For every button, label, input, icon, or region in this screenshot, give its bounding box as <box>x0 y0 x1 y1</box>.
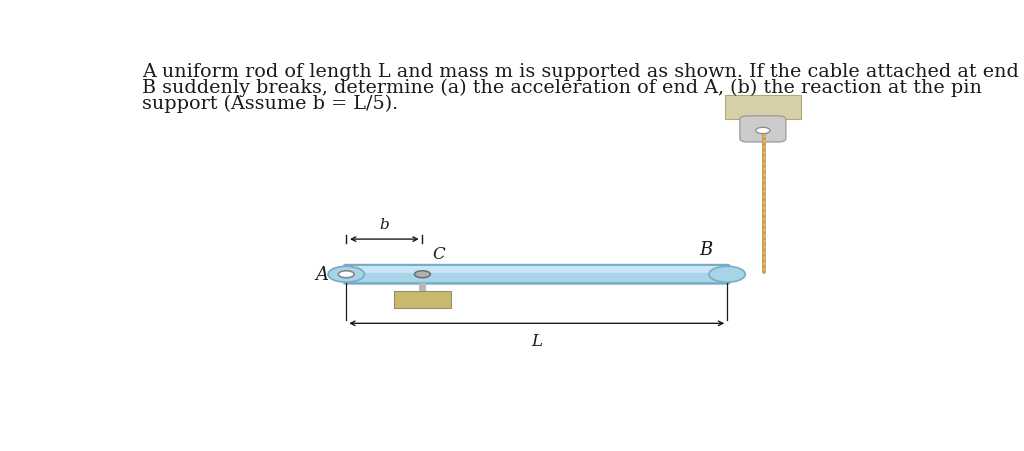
Text: A uniform rod of length L and mass m is supported as shown. If the cable attache: A uniform rod of length L and mass m is … <box>142 63 1019 81</box>
Circle shape <box>415 271 430 278</box>
Text: B: B <box>699 241 713 259</box>
Circle shape <box>338 271 354 278</box>
Text: B suddenly breaks, determine (a) the acceleration of end A, (b) the reaction at : B suddenly breaks, determine (a) the acc… <box>142 78 982 97</box>
Circle shape <box>709 267 745 283</box>
Text: A: A <box>315 265 329 283</box>
Text: b: b <box>380 218 389 232</box>
FancyBboxPatch shape <box>725 96 801 120</box>
FancyBboxPatch shape <box>394 291 451 308</box>
Circle shape <box>328 267 365 283</box>
Text: L: L <box>531 332 542 349</box>
FancyBboxPatch shape <box>740 117 785 143</box>
FancyBboxPatch shape <box>343 264 730 285</box>
FancyBboxPatch shape <box>351 267 722 273</box>
Text: support (Assume b = L/5).: support (Assume b = L/5). <box>142 94 398 112</box>
Text: C: C <box>433 246 445 263</box>
Circle shape <box>756 128 770 134</box>
Bar <box>419 284 426 291</box>
FancyBboxPatch shape <box>344 267 729 282</box>
